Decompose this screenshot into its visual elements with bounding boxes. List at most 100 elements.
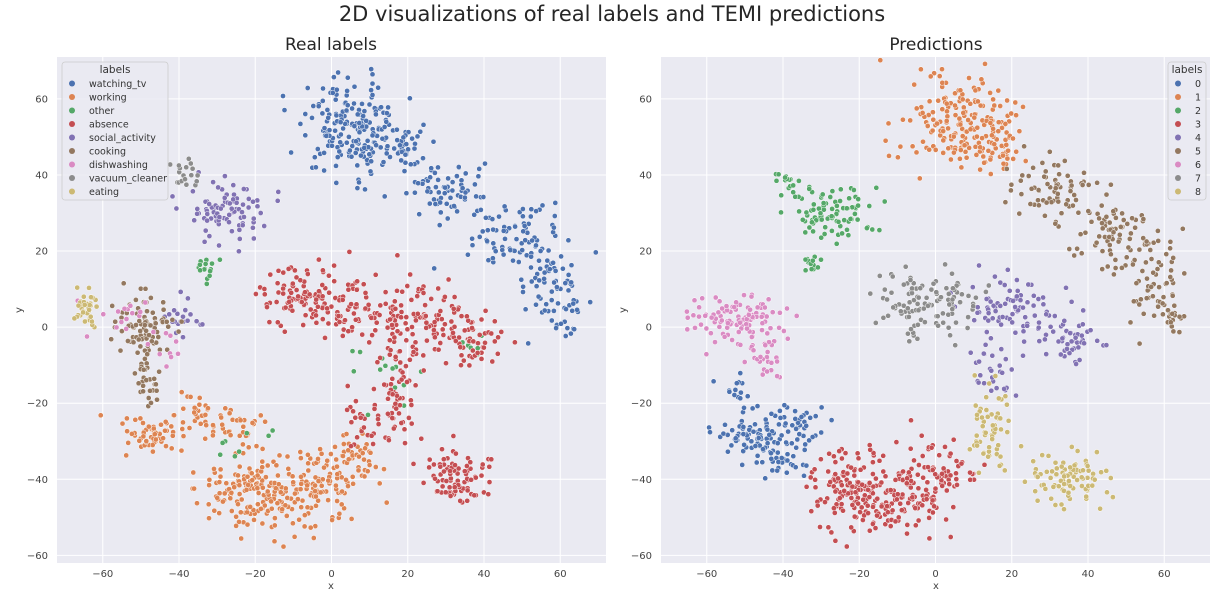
scatter-point (995, 442, 1002, 449)
y-tick-label: 60 (639, 94, 652, 105)
scatter-point (251, 517, 257, 523)
scatter-point (1096, 215, 1102, 222)
scatter-point (458, 313, 465, 319)
scatter-point (1016, 210, 1023, 217)
scatter-point (551, 224, 557, 231)
legend-marker (69, 80, 75, 87)
scatter-point (1057, 351, 1064, 358)
scatter-point (940, 319, 947, 326)
scatter-point (1044, 181, 1051, 187)
scatter-point (445, 276, 452, 283)
scatter-point (548, 297, 555, 303)
scatter-point (210, 422, 216, 428)
scatter-point (402, 320, 409, 327)
scatter-point (311, 154, 318, 161)
legend-entry: absence (89, 120, 129, 131)
scatter-point (376, 312, 383, 318)
scatter-point (881, 198, 888, 205)
scatter-point (1045, 453, 1052, 459)
scatter-point (1041, 173, 1048, 180)
legend-title: labels (1172, 64, 1203, 76)
scatter-point (382, 289, 389, 295)
scatter-point (926, 98, 933, 105)
scatter-point (1004, 429, 1011, 435)
scatter-point (312, 474, 319, 481)
series-watching_tv (280, 66, 599, 347)
scatter-point (123, 326, 130, 332)
scatter-point (417, 128, 424, 135)
scatter-point (402, 440, 408, 446)
scatter-point (293, 287, 300, 293)
scatter-point (814, 502, 821, 509)
scatter-point (977, 166, 983, 173)
scatter-point (866, 527, 873, 534)
scatter-point (143, 377, 150, 383)
scatter-point (928, 286, 935, 293)
scatter-point (1013, 392, 1019, 399)
scatter-point (194, 172, 201, 179)
scatter-point (716, 298, 723, 305)
scatter-point (865, 486, 871, 493)
scatter-point (204, 211, 211, 217)
scatter-point (410, 461, 417, 467)
scatter-point (1079, 182, 1086, 188)
scatter-point (470, 338, 477, 345)
scatter-point (180, 334, 186, 341)
legend-box (61, 61, 169, 201)
scatter-point (1030, 164, 1036, 171)
scatter-point (169, 316, 176, 323)
scatter-point (432, 334, 438, 341)
scatter-point (415, 180, 421, 187)
scatter-point (366, 462, 373, 468)
scatter-point (906, 469, 912, 476)
scatter-point (216, 214, 223, 220)
scatter-point (802, 267, 809, 274)
scatter-point (913, 105, 920, 112)
scatter-point (302, 289, 308, 296)
scatter-point (316, 256, 322, 263)
scatter-point (947, 332, 953, 339)
scatter-point (991, 141, 998, 148)
scatter-point (1140, 216, 1147, 222)
scatter-point (240, 186, 247, 192)
scatter-point (833, 240, 840, 247)
scatter-point (156, 368, 162, 375)
scatter-point (945, 145, 952, 152)
scatter-point (255, 490, 262, 496)
scatter-point (137, 328, 144, 334)
scatter-point (333, 482, 339, 489)
scatter-point (1043, 311, 1050, 318)
scatter-point (784, 457, 791, 464)
scatter-point (740, 448, 747, 454)
scatter-point (1010, 156, 1017, 162)
right-gridlines (661, 57, 1210, 563)
scatter-point (324, 107, 331, 113)
scatter-point (785, 428, 791, 435)
scatter-point (1025, 173, 1032, 179)
scatter-point (977, 372, 984, 379)
scatter-point (1055, 338, 1062, 345)
scatter-point (339, 297, 346, 303)
scatter-point (527, 213, 534, 220)
scatter-point (196, 395, 203, 401)
scatter-point (236, 248, 242, 255)
scatter-point (1012, 304, 1018, 310)
scatter-point (969, 284, 976, 290)
scatter-point (887, 487, 894, 493)
scatter-point (205, 405, 211, 412)
scatter-point (342, 317, 348, 324)
scatter-point (548, 288, 555, 295)
legend-marker (1175, 161, 1181, 168)
scatter-point (1070, 202, 1076, 209)
scatter-point (1013, 148, 1020, 155)
scatter-point (390, 425, 397, 432)
scatter-point (781, 402, 788, 409)
scatter-point (407, 356, 413, 363)
scatter-point (905, 500, 912, 506)
scatter-point (562, 333, 569, 339)
scatter-point (979, 414, 985, 421)
scatter-point (904, 475, 910, 482)
scatter-point (356, 120, 363, 126)
scatter-point (587, 299, 594, 305)
